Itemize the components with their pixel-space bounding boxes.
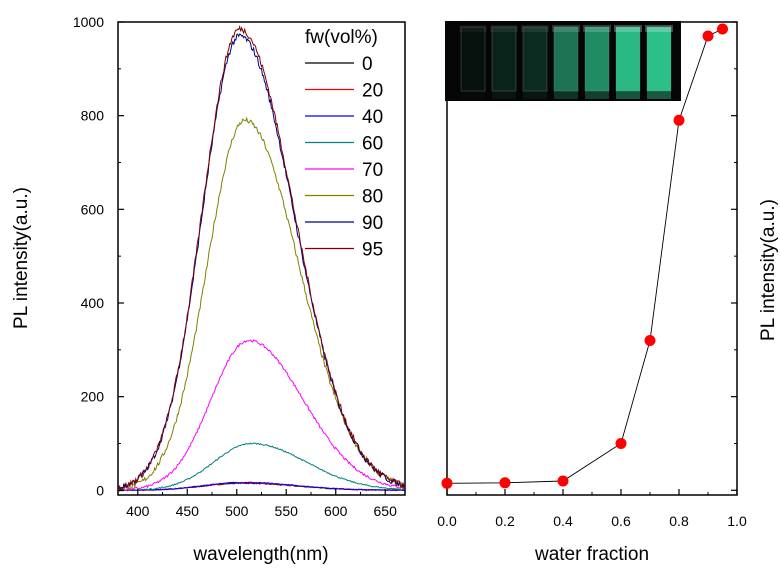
vial: [491, 26, 517, 92]
water-fraction-x-axis-label: water fraction: [534, 544, 649, 565]
spectra-x-ticks: 400 450 500 550 600 650: [126, 489, 397, 519]
vial-reflection: [647, 91, 671, 99]
water-fraction-point: [499, 477, 511, 489]
spectra-x-tick-label: 450: [176, 503, 200, 519]
spectra-x-tick-label: 550: [275, 503, 299, 519]
spectra-y-tick-label: 1000: [73, 14, 104, 30]
spectra-y-tick-label: 400: [81, 295, 105, 311]
water-fraction-point: [441, 477, 453, 489]
spectra-x-tick-label: 400: [126, 503, 150, 519]
spectrum-curve-80: [118, 116, 405, 493]
vial-cap: [459, 25, 487, 32]
spectra-x-tick-label: 650: [374, 503, 398, 519]
water-fraction-panel: 0.0 0.2 0.4 0.6 0.8 1.0 water fraction PL int…: [437, 21, 779, 565]
spectra-y-ticks: 0 200 400 600 800 1000: [73, 14, 124, 498]
water-fraction-x-tick-label: 0.6: [611, 513, 631, 529]
spectra-y-axis-label: PL intensity(a.u.): [11, 187, 32, 329]
water-fraction-points: [441, 23, 728, 489]
legend-label-20: 20: [362, 81, 383, 102]
water-fraction-x-tick-label: 0.8: [669, 513, 689, 529]
spectrum-curve-95: [118, 24, 405, 491]
water-fraction-connector: [447, 28, 723, 484]
water-fraction-point: [644, 335, 656, 346]
vial: [646, 26, 672, 92]
legend-label-90: 90: [362, 213, 383, 234]
legend-label-60: 60: [362, 134, 383, 155]
water-fraction-y-axis-label: PL intensity(a.u.): [758, 199, 779, 341]
vial-reflection: [585, 91, 609, 99]
water-fraction-point: [673, 114, 685, 126]
vial-cap: [583, 25, 611, 32]
vial-photo-inset: [445, 21, 681, 101]
spectra-x-tick-label: 600: [324, 503, 348, 519]
vial-reflection: [492, 91, 516, 99]
legend-label-80: 80: [362, 187, 383, 208]
legend-label-70: 70: [362, 160, 383, 181]
water-fraction-point: [702, 30, 714, 42]
spectra-curves: [118, 24, 405, 493]
spectra-y-tick-label: 800: [81, 108, 105, 124]
spectra-y-tick-label: 600: [81, 201, 105, 217]
water-fraction-point: [615, 438, 627, 449]
water-fraction-x-tick-label: 0.4: [553, 513, 573, 529]
vial-reflection: [461, 91, 485, 99]
water-fraction-x-tick-label: 1.0: [727, 513, 747, 529]
vial: [584, 26, 610, 92]
vial: [615, 26, 641, 92]
water-fraction-x-tick-label: 0.0: [437, 513, 457, 529]
vial-reflection: [616, 91, 640, 99]
vial-cap: [552, 25, 580, 32]
vial: [553, 26, 579, 92]
legend-title: fw(vol%): [305, 27, 378, 48]
vial: [460, 26, 486, 92]
water-fraction-point: [557, 475, 569, 487]
vial-reflection: [523, 91, 547, 99]
legend-label-0: 0: [362, 54, 373, 75]
water-fraction-x-tick-label: 0.2: [495, 513, 515, 529]
water-fraction-point: [717, 23, 728, 35]
vial-cap: [521, 25, 549, 32]
water-fraction-line: [447, 28, 723, 484]
spectra-x-axis-label: wavelength(nm): [192, 544, 328, 565]
spectrum-curve-90: [118, 33, 405, 491]
vial: [522, 26, 548, 92]
spectra-legend: fw(vol%) 0 20 40 60 70 80 90 95: [305, 27, 383, 261]
legend-label-40: 40: [362, 107, 383, 128]
vial-cap: [614, 25, 642, 32]
spectra-y-tick-label: 200: [81, 389, 105, 405]
spectra-y-tick-label: 0: [96, 482, 104, 498]
vial-reflection: [554, 91, 578, 99]
water-fraction-x-ticks: 0.0 0.2 0.4 0.6 0.8 1.0: [437, 489, 747, 529]
vial-cap: [645, 25, 673, 32]
spectra-x-tick-label: 500: [225, 503, 249, 519]
spectrum-curve-40: [118, 481, 405, 492]
legend-label-95: 95: [362, 240, 383, 261]
spectrum-curve-70: [118, 339, 405, 492]
spectrum-curve-60: [118, 442, 405, 492]
water-fraction-y-ticks: [731, 21, 737, 491]
vial-cap: [490, 25, 518, 32]
